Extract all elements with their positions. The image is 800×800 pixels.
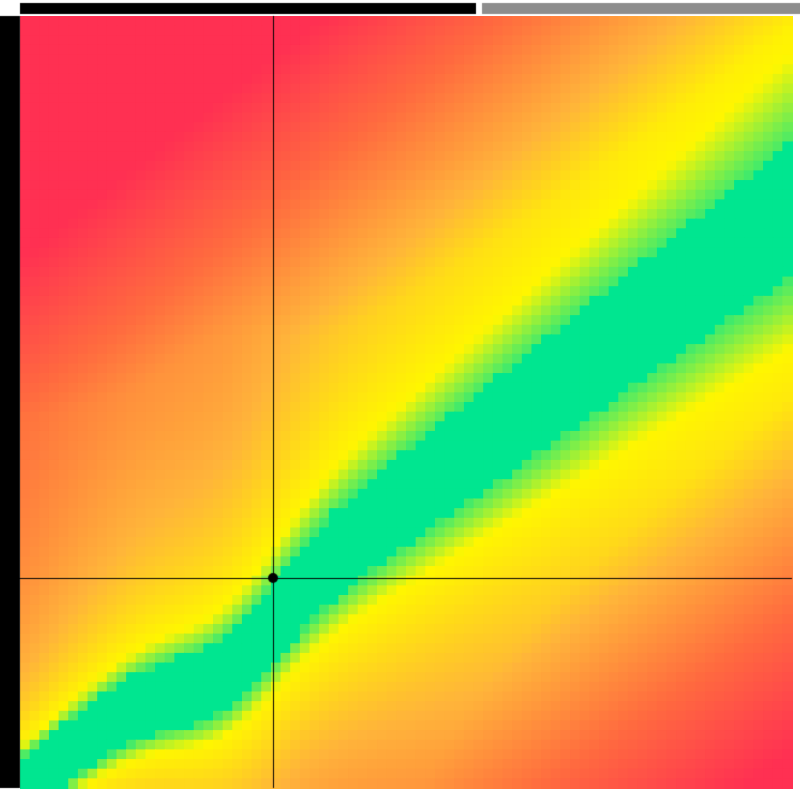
heatmap-canvas [0, 0, 800, 800]
density-plot [0, 0, 800, 800]
